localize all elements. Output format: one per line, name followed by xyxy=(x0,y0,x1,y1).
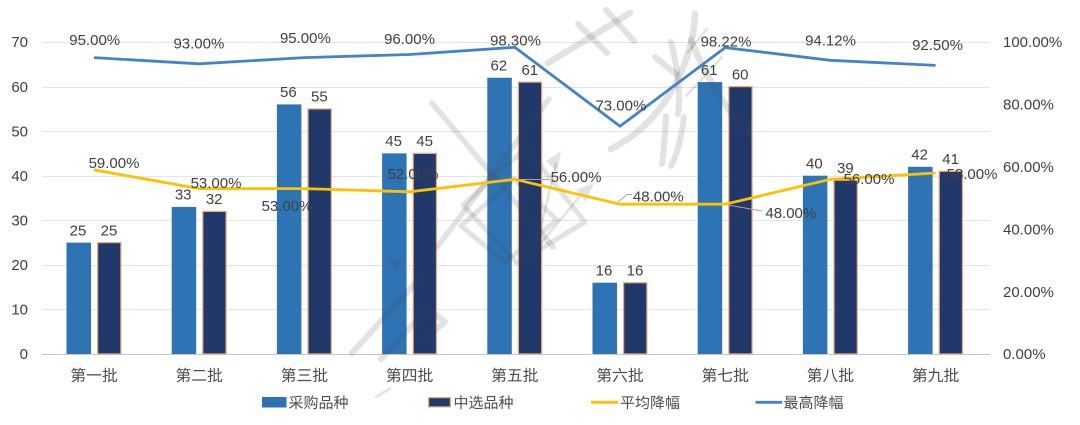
svg-text:39: 39 xyxy=(837,160,854,177)
svg-text:53.00%: 53.00% xyxy=(191,175,242,192)
svg-text:58.00%: 58.00% xyxy=(947,166,998,183)
svg-text:10: 10 xyxy=(11,302,28,319)
svg-text:100.00%: 100.00% xyxy=(1003,34,1062,51)
svg-text:61: 61 xyxy=(701,62,718,79)
svg-text:40: 40 xyxy=(806,155,823,172)
svg-text:42: 42 xyxy=(911,147,928,164)
svg-text:20: 20 xyxy=(11,257,28,274)
svg-text:48.00%: 48.00% xyxy=(765,205,816,222)
svg-text:52.00%: 52.00% xyxy=(388,166,439,183)
svg-text:93.00%: 93.00% xyxy=(173,36,224,53)
svg-text:48.00%: 48.00% xyxy=(633,189,684,206)
svg-text:62: 62 xyxy=(490,57,507,74)
svg-text:60: 60 xyxy=(732,66,749,83)
svg-text:45: 45 xyxy=(385,133,402,150)
svg-text:25: 25 xyxy=(101,222,118,239)
svg-text:50: 50 xyxy=(11,123,28,140)
svg-text:45: 45 xyxy=(416,133,433,150)
svg-text:73.00%: 73.00% xyxy=(595,98,646,115)
svg-text:59.00%: 59.00% xyxy=(89,155,140,172)
svg-text:60.00%: 60.00% xyxy=(1003,159,1054,176)
svg-text:96.00%: 96.00% xyxy=(384,31,435,48)
svg-text:80.00%: 80.00% xyxy=(1003,97,1054,114)
svg-text:95.00%: 95.00% xyxy=(280,30,331,47)
svg-text:40.00%: 40.00% xyxy=(1003,221,1054,238)
svg-text:33: 33 xyxy=(175,187,192,204)
svg-text:94.12%: 94.12% xyxy=(805,33,856,50)
svg-text:40: 40 xyxy=(11,168,28,185)
svg-text:56.00%: 56.00% xyxy=(844,171,895,188)
svg-text:53.00%: 53.00% xyxy=(262,198,313,215)
svg-text:95.00%: 95.00% xyxy=(69,32,120,49)
svg-text:41: 41 xyxy=(942,151,959,168)
svg-text:55: 55 xyxy=(311,89,328,106)
svg-text:61: 61 xyxy=(521,62,538,79)
svg-text:70: 70 xyxy=(11,34,28,51)
svg-text:20.00%: 20.00% xyxy=(1003,284,1054,301)
svg-text:92.50%: 92.50% xyxy=(912,37,963,54)
svg-text:0: 0 xyxy=(20,346,28,363)
svg-text:30: 30 xyxy=(11,213,28,230)
svg-text:0.00%: 0.00% xyxy=(1003,346,1046,363)
svg-text:60: 60 xyxy=(11,79,28,96)
svg-text:56: 56 xyxy=(280,84,297,101)
svg-text:25: 25 xyxy=(70,222,87,239)
svg-text:98.30%: 98.30% xyxy=(490,33,541,50)
svg-text:56.00%: 56.00% xyxy=(551,169,602,186)
svg-text:16: 16 xyxy=(596,262,613,279)
svg-text:16: 16 xyxy=(627,262,644,279)
svg-text:98.22%: 98.22% xyxy=(701,34,752,51)
svg-text:32: 32 xyxy=(206,191,223,208)
